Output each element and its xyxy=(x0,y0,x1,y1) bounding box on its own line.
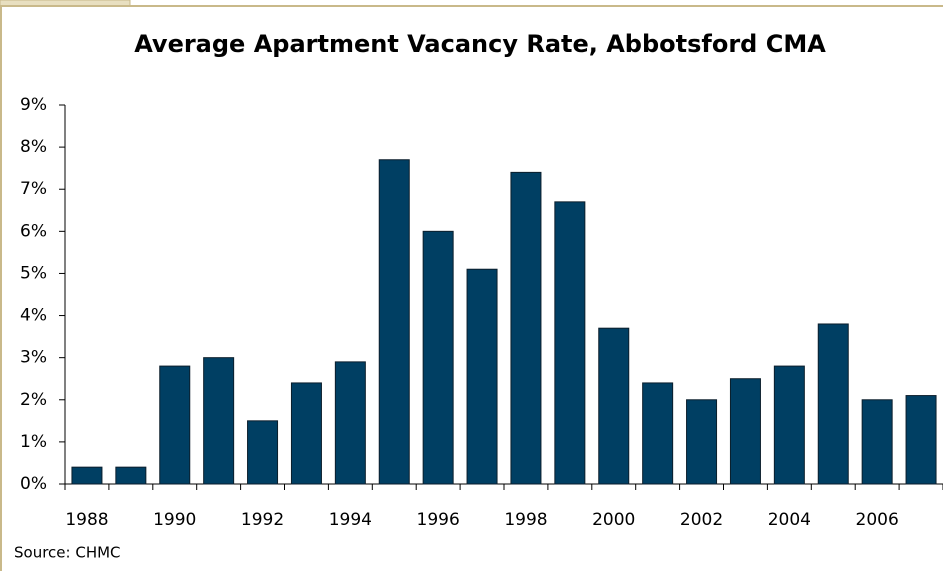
bar xyxy=(817,323,849,485)
x-tick-label: 1994 xyxy=(329,510,372,530)
x-tick-label: 2000 xyxy=(592,510,635,530)
chart-title: Average Apartment Vacancy Rate, Abbotsfo… xyxy=(134,30,826,58)
source-note: Source: CHMC xyxy=(14,544,121,562)
bar xyxy=(290,382,322,485)
bar xyxy=(510,171,542,485)
x-tick-label: 2006 xyxy=(856,510,899,530)
bar xyxy=(686,399,718,485)
x-tick-label: 1996 xyxy=(417,510,460,530)
bar xyxy=(203,357,235,485)
bar xyxy=(466,268,498,485)
y-tick-label: 5% xyxy=(20,263,47,283)
bar xyxy=(861,399,893,485)
bar xyxy=(554,201,586,485)
bar xyxy=(247,420,279,485)
bar xyxy=(159,365,191,485)
x-tick-label: 1998 xyxy=(504,510,547,530)
bar xyxy=(729,378,761,485)
bar xyxy=(773,365,805,485)
y-tick-label: 4% xyxy=(20,306,47,326)
x-tick-label: 1988 xyxy=(65,510,108,530)
y-tick-label: 0% xyxy=(20,474,47,494)
y-tick-label: 8% xyxy=(20,137,47,157)
bar xyxy=(378,159,410,485)
y-tick-label: 2% xyxy=(20,390,47,410)
y-tick-label: 6% xyxy=(20,221,47,241)
bar xyxy=(115,466,147,485)
x-tick-label: 1992 xyxy=(241,510,284,530)
bar xyxy=(905,395,937,485)
y-tick-label: 3% xyxy=(20,348,47,368)
bar xyxy=(642,382,674,485)
bar xyxy=(422,230,454,485)
x-tick-label: 2004 xyxy=(768,510,811,530)
y-tick-label: 1% xyxy=(20,432,47,452)
bar xyxy=(598,327,630,485)
y-tick-label: 9% xyxy=(20,95,47,115)
x-tick-label: 2002 xyxy=(680,510,723,530)
bar xyxy=(334,361,366,485)
x-tick-label: 1990 xyxy=(153,510,196,530)
y-tick-label: 7% xyxy=(20,179,47,199)
bar xyxy=(71,466,103,485)
